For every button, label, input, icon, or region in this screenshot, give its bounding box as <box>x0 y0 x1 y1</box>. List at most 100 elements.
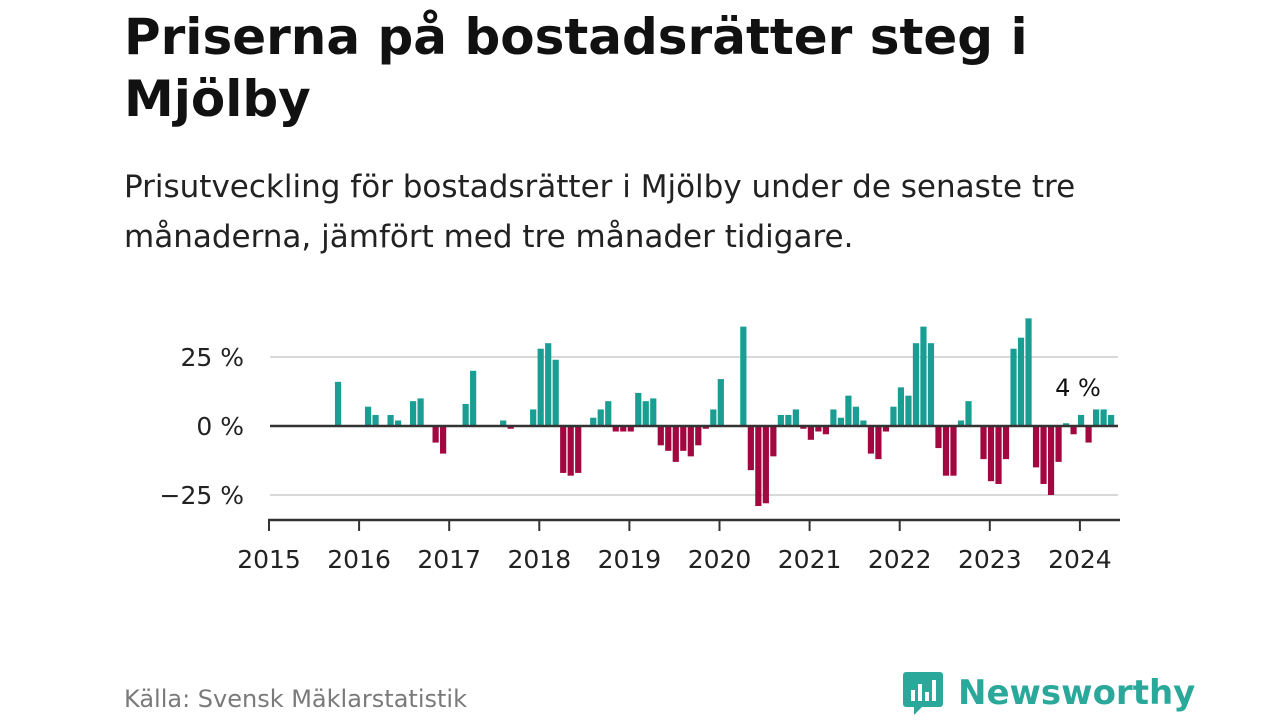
bar <box>882 426 890 432</box>
x-tick-label: 2023 <box>958 545 1022 574</box>
bar <box>605 401 612 426</box>
bar <box>717 379 724 426</box>
bar <box>995 426 1002 484</box>
x-tick-label: 2021 <box>778 545 842 574</box>
bar <box>410 401 417 426</box>
bar <box>1010 348 1017 426</box>
newsworthy-logo-icon <box>903 672 943 715</box>
bar <box>665 426 672 451</box>
brand-logo: Newsworthy <box>902 670 1195 716</box>
bar <box>590 417 597 426</box>
bar <box>807 426 814 440</box>
bar <box>672 426 679 462</box>
x-tick-label: 2019 <box>598 545 662 574</box>
bar <box>1062 423 1070 426</box>
bar <box>612 426 619 432</box>
bar <box>657 426 664 446</box>
bar <box>702 426 709 429</box>
last-value-label: 4 % <box>1055 374 1101 402</box>
bar <box>747 426 754 471</box>
x-tick-label: 2022 <box>868 545 932 574</box>
bar <box>334 381 342 426</box>
bar <box>860 420 867 426</box>
x-tick-label: 2024 <box>1048 545 1112 574</box>
bar <box>912 343 920 426</box>
x-tick-label: 2018 <box>507 545 571 574</box>
brand-name: Newsworthy <box>958 673 1196 713</box>
bar <box>417 398 424 426</box>
bar <box>1092 409 1100 426</box>
bar <box>1017 337 1025 426</box>
x-tick-label: 2016 <box>327 545 391 574</box>
bar <box>530 409 537 426</box>
bar <box>950 426 957 476</box>
bar <box>1032 426 1040 468</box>
bar <box>635 392 642 426</box>
bar <box>680 426 687 451</box>
bar <box>500 420 507 426</box>
bar <box>845 395 852 426</box>
bar <box>372 414 379 426</box>
bar <box>1108 414 1115 426</box>
bar <box>364 406 372 426</box>
bar <box>800 426 807 429</box>
bar <box>710 409 717 426</box>
bar <box>1085 426 1092 443</box>
bar <box>867 426 875 454</box>
bar <box>597 409 604 426</box>
bar <box>755 426 762 507</box>
bar <box>1047 426 1055 495</box>
bar <box>822 426 829 435</box>
bar <box>627 426 634 432</box>
bar <box>1077 414 1085 426</box>
bar <box>965 401 972 426</box>
bar <box>695 426 702 446</box>
bar <box>1002 426 1010 460</box>
bar <box>890 406 897 426</box>
bar <box>1100 409 1107 426</box>
bar <box>897 387 905 426</box>
bar <box>980 426 987 460</box>
bar <box>1025 318 1032 426</box>
bar <box>575 426 582 473</box>
bar <box>927 343 935 426</box>
x-tick-label: 2017 <box>417 545 481 574</box>
bar <box>1070 426 1077 435</box>
bar <box>942 426 950 476</box>
bar <box>560 426 567 473</box>
y-tick-label: −25 % <box>160 481 244 510</box>
bar <box>785 414 792 426</box>
bar <box>815 426 822 432</box>
bar <box>987 426 995 482</box>
bar <box>470 370 477 426</box>
bar <box>875 426 882 460</box>
bar <box>837 417 845 426</box>
bar <box>620 426 627 432</box>
x-tick-label: 2015 <box>237 545 301 574</box>
bar <box>394 420 402 426</box>
bar <box>830 409 837 426</box>
bar <box>567 426 574 476</box>
bar <box>650 398 657 426</box>
bar <box>792 409 799 426</box>
bar <box>642 401 649 426</box>
bar <box>935 426 942 449</box>
bar <box>1055 426 1062 462</box>
y-tick-label: 0 % <box>196 412 244 441</box>
bar <box>687 426 694 457</box>
bar <box>905 395 912 426</box>
bar <box>387 414 394 426</box>
bar <box>440 426 447 454</box>
bar <box>852 406 860 426</box>
source-note: Källa: Svensk Mäklarstatistik <box>124 685 467 713</box>
y-tick-label: 25 % <box>180 343 244 372</box>
bar <box>545 343 552 426</box>
bar <box>1040 426 1047 484</box>
bar <box>762 426 769 504</box>
bar <box>770 426 777 457</box>
x-tick-label: 2020 <box>688 545 752 574</box>
bar <box>537 348 544 426</box>
bar <box>432 426 439 443</box>
bar <box>507 426 514 429</box>
